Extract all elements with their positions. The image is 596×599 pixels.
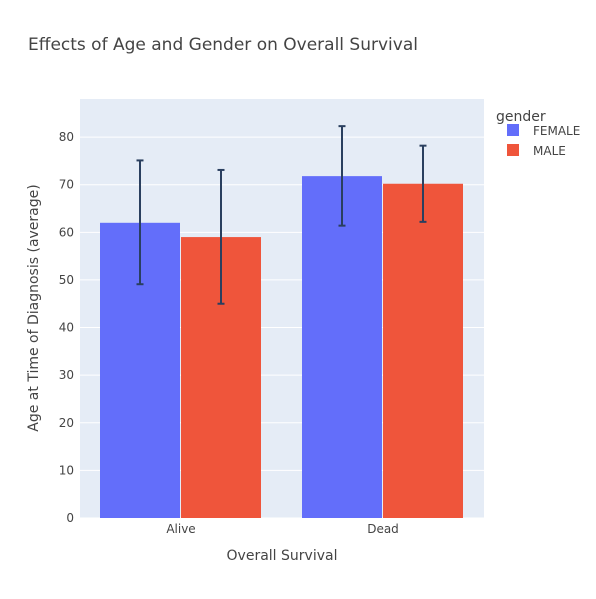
y-tick-label: 40 bbox=[59, 321, 74, 335]
legend-swatch bbox=[507, 124, 519, 136]
y-tick-label: 60 bbox=[59, 225, 74, 239]
error-bars bbox=[136, 125, 427, 305]
y-axis-ticks: 0 10 20 30 40 50 60 70 80 bbox=[59, 130, 74, 525]
y-tick-label: 30 bbox=[59, 368, 74, 382]
y-tick-label: 50 bbox=[59, 273, 74, 287]
y-tick-label: 20 bbox=[59, 416, 74, 430]
legend-label: FEMALE bbox=[533, 124, 580, 138]
x-axis-title: Overall Survival bbox=[227, 548, 338, 564]
bars bbox=[100, 176, 463, 519]
legend: gender FEMALE MALE bbox=[496, 109, 580, 158]
x-axis-ticks: Alive Dead bbox=[166, 522, 398, 536]
x-tick-label: Alive bbox=[166, 522, 195, 536]
bar-male-dead bbox=[383, 183, 463, 519]
bar-female-dead bbox=[302, 176, 382, 518]
x-tick-label: Dead bbox=[367, 522, 399, 536]
y-tick-label: 0 bbox=[66, 511, 74, 525]
legend-title: gender bbox=[496, 109, 546, 125]
y-axis-title: Age at Time of Diagnosis (average) bbox=[26, 184, 42, 431]
legend-swatch bbox=[507, 144, 519, 156]
legend-items: FEMALE MALE bbox=[507, 124, 580, 158]
chart-title: Effects of Age and Gender on Overall Sur… bbox=[28, 35, 418, 55]
y-tick-label: 80 bbox=[59, 130, 74, 144]
y-tick-label: 70 bbox=[59, 178, 74, 192]
legend-label: MALE bbox=[533, 144, 566, 158]
y-tick-label: 10 bbox=[59, 463, 74, 477]
